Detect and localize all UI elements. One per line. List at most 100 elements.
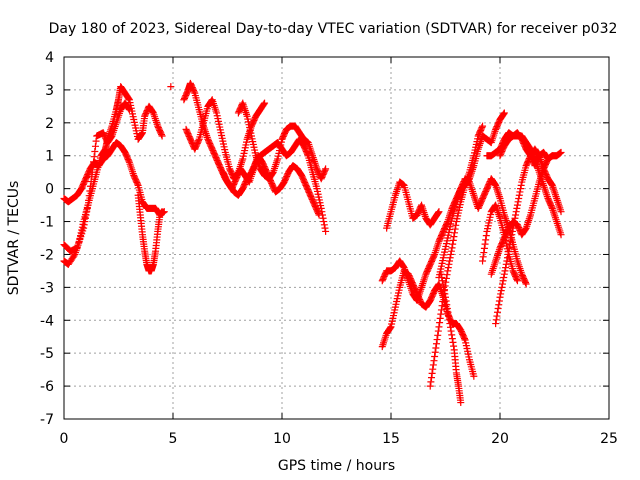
data-point: [513, 277, 521, 285]
data-point: [81, 214, 89, 222]
data-point: [446, 257, 454, 265]
series-arc-3g: [487, 152, 556, 278]
y-axis-label: SDTVAR / TECUs: [6, 181, 22, 296]
series-arc-1c: [60, 99, 133, 255]
y-tick-label: 2: [45, 116, 54, 132]
data-point: [429, 361, 437, 369]
data-point: [89, 163, 97, 171]
data-point: [494, 308, 502, 316]
data-point: [443, 301, 451, 309]
data-point: [83, 204, 91, 212]
y-tick-label: 4: [45, 50, 54, 66]
data-point: [513, 201, 521, 209]
data-point: [557, 231, 565, 239]
data-point: [515, 191, 523, 199]
data-point: [321, 224, 329, 232]
series-arc-3a: [378, 109, 508, 305]
x-tick-label: 10: [273, 431, 291, 447]
data-point: [548, 203, 556, 211]
data-point: [444, 267, 452, 275]
data-point: [319, 214, 327, 222]
data-point: [428, 369, 436, 377]
data-point: [482, 232, 490, 240]
data-point: [498, 283, 506, 291]
data-point: [557, 148, 565, 156]
data-point: [448, 335, 456, 343]
data-point: [427, 378, 435, 386]
plot-frame: [63, 56, 610, 420]
data-point: [91, 147, 99, 155]
data-point: [495, 301, 503, 309]
data-point: [434, 209, 442, 217]
data-point: [508, 231, 516, 239]
data-point: [507, 234, 515, 242]
points-layer: [60, 79, 565, 407]
data-point: [138, 130, 146, 138]
data-point: [440, 287, 448, 295]
data-point: [432, 344, 440, 352]
data-point: [446, 320, 454, 328]
data-point: [438, 302, 446, 310]
data-point: [478, 124, 486, 132]
data-point: [431, 352, 439, 360]
data-point: [444, 264, 452, 272]
data-point: [470, 372, 478, 380]
data-point: [513, 204, 521, 212]
chart-title: Day 180 of 2023, Sidereal Day-to-day VTE…: [49, 21, 618, 37]
data-point: [90, 153, 98, 161]
data-point: [480, 244, 488, 252]
data-point: [82, 211, 90, 219]
data-point: [496, 293, 504, 301]
data-point: [443, 219, 451, 227]
data-point: [492, 316, 500, 324]
data-point: [125, 105, 133, 113]
data-point: [444, 308, 452, 316]
data-point: [440, 283, 448, 291]
data-point: [70, 252, 78, 260]
data-point: [448, 331, 456, 339]
data-point: [429, 365, 437, 373]
data-point: [439, 280, 447, 288]
data-point: [426, 382, 434, 390]
data-point: [434, 331, 442, 339]
series-arc-4d: [479, 201, 521, 285]
data-point: [437, 306, 445, 314]
data-point: [443, 271, 451, 279]
data-point: [480, 249, 488, 257]
series-arc-4c: [483, 129, 565, 170]
data-point: [450, 342, 458, 350]
data-point: [450, 233, 458, 241]
data-point: [434, 327, 442, 335]
series-arc-1d: [134, 191, 166, 275]
data-point: [91, 142, 99, 150]
data-point: [167, 83, 175, 91]
data-point: [442, 297, 450, 305]
data-point: [430, 357, 438, 365]
data-point: [92, 137, 100, 145]
data-point: [322, 165, 330, 173]
data-point: [125, 95, 133, 103]
data-point: [501, 267, 509, 275]
data-point: [494, 305, 502, 313]
data-point: [497, 290, 505, 298]
y-tick-label: 0: [45, 182, 54, 198]
data-point: [190, 88, 198, 96]
data-point: [498, 280, 506, 288]
data-point: [446, 254, 454, 262]
data-point: [512, 208, 520, 216]
data-point: [508, 227, 516, 235]
data-point: [500, 110, 508, 118]
data-point: [195, 137, 203, 145]
y-tick-label: -2: [40, 247, 54, 263]
data-point: [481, 240, 489, 248]
series-arc-1e: [167, 83, 175, 91]
data-point: [320, 218, 328, 226]
data-point: [514, 198, 522, 206]
data-point: [133, 180, 141, 188]
data-point: [314, 210, 322, 218]
data-point: [448, 244, 456, 252]
data-point: [510, 221, 518, 229]
data-point: [522, 279, 530, 287]
x-axis-label: GPS time / hours: [278, 458, 395, 474]
